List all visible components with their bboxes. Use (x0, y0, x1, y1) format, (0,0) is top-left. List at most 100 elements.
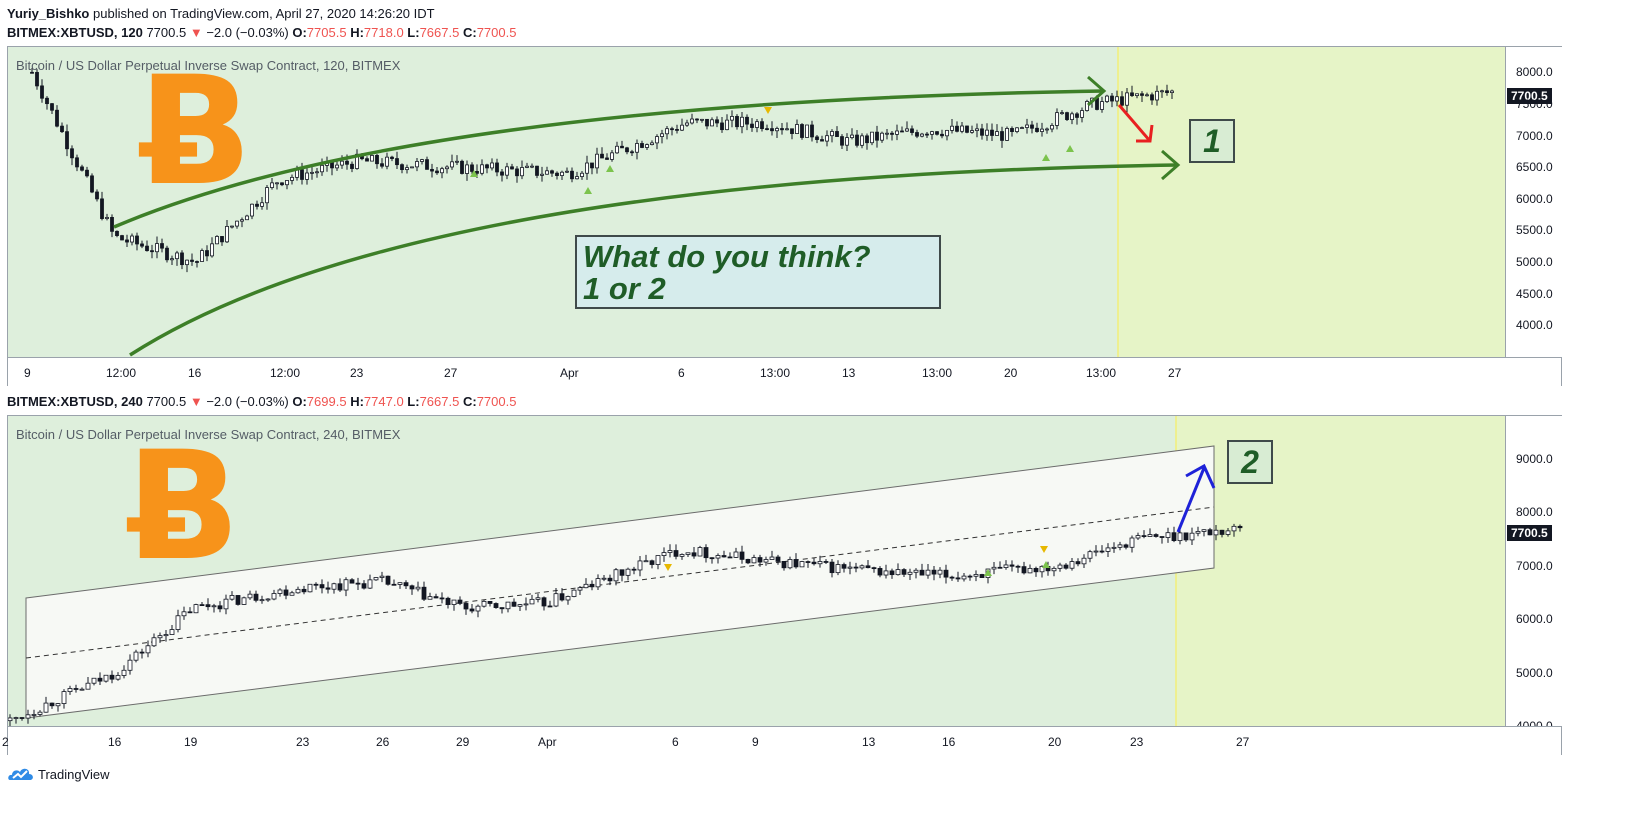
candle (675, 124, 679, 134)
candle (890, 130, 894, 141)
candle (1040, 122, 1044, 137)
candle (680, 118, 684, 131)
candle (1080, 107, 1084, 123)
candle (265, 598, 271, 602)
candle (49, 702, 55, 709)
chart1-price-axis[interactable]: 7700.5 8000.0 7500.0 7000.0 6500.0 6000.0 550… (1505, 47, 1562, 357)
candle (553, 587, 559, 608)
candle (475, 604, 481, 618)
chart1-plot[interactable]: Bitcoin / US Dollar Perpetual Inverse Sw… (8, 47, 1505, 357)
candle (481, 600, 487, 608)
candle (247, 590, 253, 600)
candle (367, 574, 373, 589)
candle (780, 123, 784, 135)
tradingview-logo[interactable]: TradingView (8, 766, 110, 782)
candle (733, 547, 739, 559)
candle (1065, 111, 1069, 121)
candle (1051, 566, 1057, 577)
price-tick-label: 7000.0 (1516, 558, 1553, 573)
candle (495, 158, 499, 177)
candle (855, 129, 859, 148)
candle (1015, 564, 1021, 573)
down-marker (1040, 546, 1048, 553)
candle (295, 586, 301, 594)
candle (469, 603, 475, 614)
candle (950, 118, 954, 134)
candle (155, 236, 159, 259)
chart1-last-price-tag: 7700.5 (1507, 88, 1552, 104)
candle (967, 574, 973, 581)
candle (283, 585, 289, 600)
candle (373, 577, 379, 581)
candle (710, 117, 714, 127)
candle (45, 96, 49, 110)
candle (1105, 543, 1111, 557)
time-tick-label: 23 (350, 366, 364, 380)
candle (799, 560, 805, 568)
candle (695, 118, 699, 124)
candle (1100, 96, 1104, 113)
chart1-open: 7705.5 (306, 25, 347, 40)
chart2-time-axis[interactable]: 2 16 19 23 26 29 Apr 6 9 13 16 20 23 27 (2, 726, 1561, 755)
candle (1237, 524, 1243, 532)
time-tick-label: 2 (2, 735, 9, 749)
candle (55, 105, 59, 128)
candle (685, 119, 689, 127)
candle (181, 606, 187, 620)
candle (79, 687, 85, 691)
candle (883, 564, 889, 579)
chart1-time-axis[interactable]: 9 12:00 16 12:00 23 27 Apr 6 13:00 13 13:00 20 13:00… (8, 357, 1561, 386)
price-tick-label: 6000.0 (1516, 612, 1553, 627)
candle (391, 579, 397, 586)
candle (751, 554, 757, 564)
candles (8, 523, 1243, 726)
candle (310, 165, 314, 180)
candle (420, 158, 424, 165)
candle (109, 670, 115, 684)
chart1-symbol[interactable]: BITMEX:XBTUSD, 120 (7, 25, 143, 40)
candle (915, 129, 919, 139)
candle (487, 601, 493, 607)
candle (865, 559, 871, 569)
candle (259, 595, 265, 604)
candle (445, 165, 449, 174)
candle (1110, 92, 1114, 108)
candle (217, 601, 223, 613)
price-tick-label: 5000.0 (1516, 255, 1553, 270)
candle (115, 230, 119, 238)
candle (555, 171, 559, 180)
time-tick-label: 27 (1236, 735, 1250, 749)
candle (145, 240, 149, 252)
up-marker (584, 187, 592, 194)
candle (235, 595, 241, 606)
candle (643, 554, 649, 563)
chart2-price-axis[interactable]: 7700.5 9000.08000.07000.06000.05000.0400… (1505, 416, 1562, 733)
candle (937, 567, 943, 579)
chart1-pane[interactable]: Bitcoin / US Dollar Perpetual Inverse Sw… (7, 46, 1562, 386)
candle (949, 575, 955, 581)
price-tick-label: 5000.0 (1516, 665, 1553, 680)
candle (505, 601, 511, 613)
chart2-low: 7667.5 (419, 394, 460, 409)
candle (60, 122, 64, 133)
candle (750, 118, 754, 132)
question-box: What do you think? 1 or 2 (575, 235, 941, 309)
candle (235, 220, 239, 229)
candle (1000, 126, 1004, 148)
candle (301, 585, 307, 595)
candle (343, 577, 349, 597)
candle (125, 234, 129, 247)
candle (515, 166, 519, 183)
candle (625, 146, 629, 155)
time-tick-label: 23 (1130, 735, 1144, 749)
chart2-plot[interactable]: Bitcoin / US Dollar Perpetual Inverse Sw… (8, 416, 1505, 726)
author-name[interactable]: Yuriy_Bishko (7, 6, 90, 21)
candle (127, 654, 133, 675)
chart1-description: Bitcoin / US Dollar Perpetual Inverse Sw… (16, 58, 401, 73)
chart2-symbol[interactable]: BITMEX:XBTUSD, 240 (7, 394, 143, 409)
candle (955, 121, 959, 133)
candle (919, 563, 925, 576)
chart2-pane[interactable]: Bitcoin / US Dollar Perpetual Inverse Sw… (2, 415, 1562, 755)
candle (193, 603, 199, 614)
candle (1225, 528, 1231, 537)
